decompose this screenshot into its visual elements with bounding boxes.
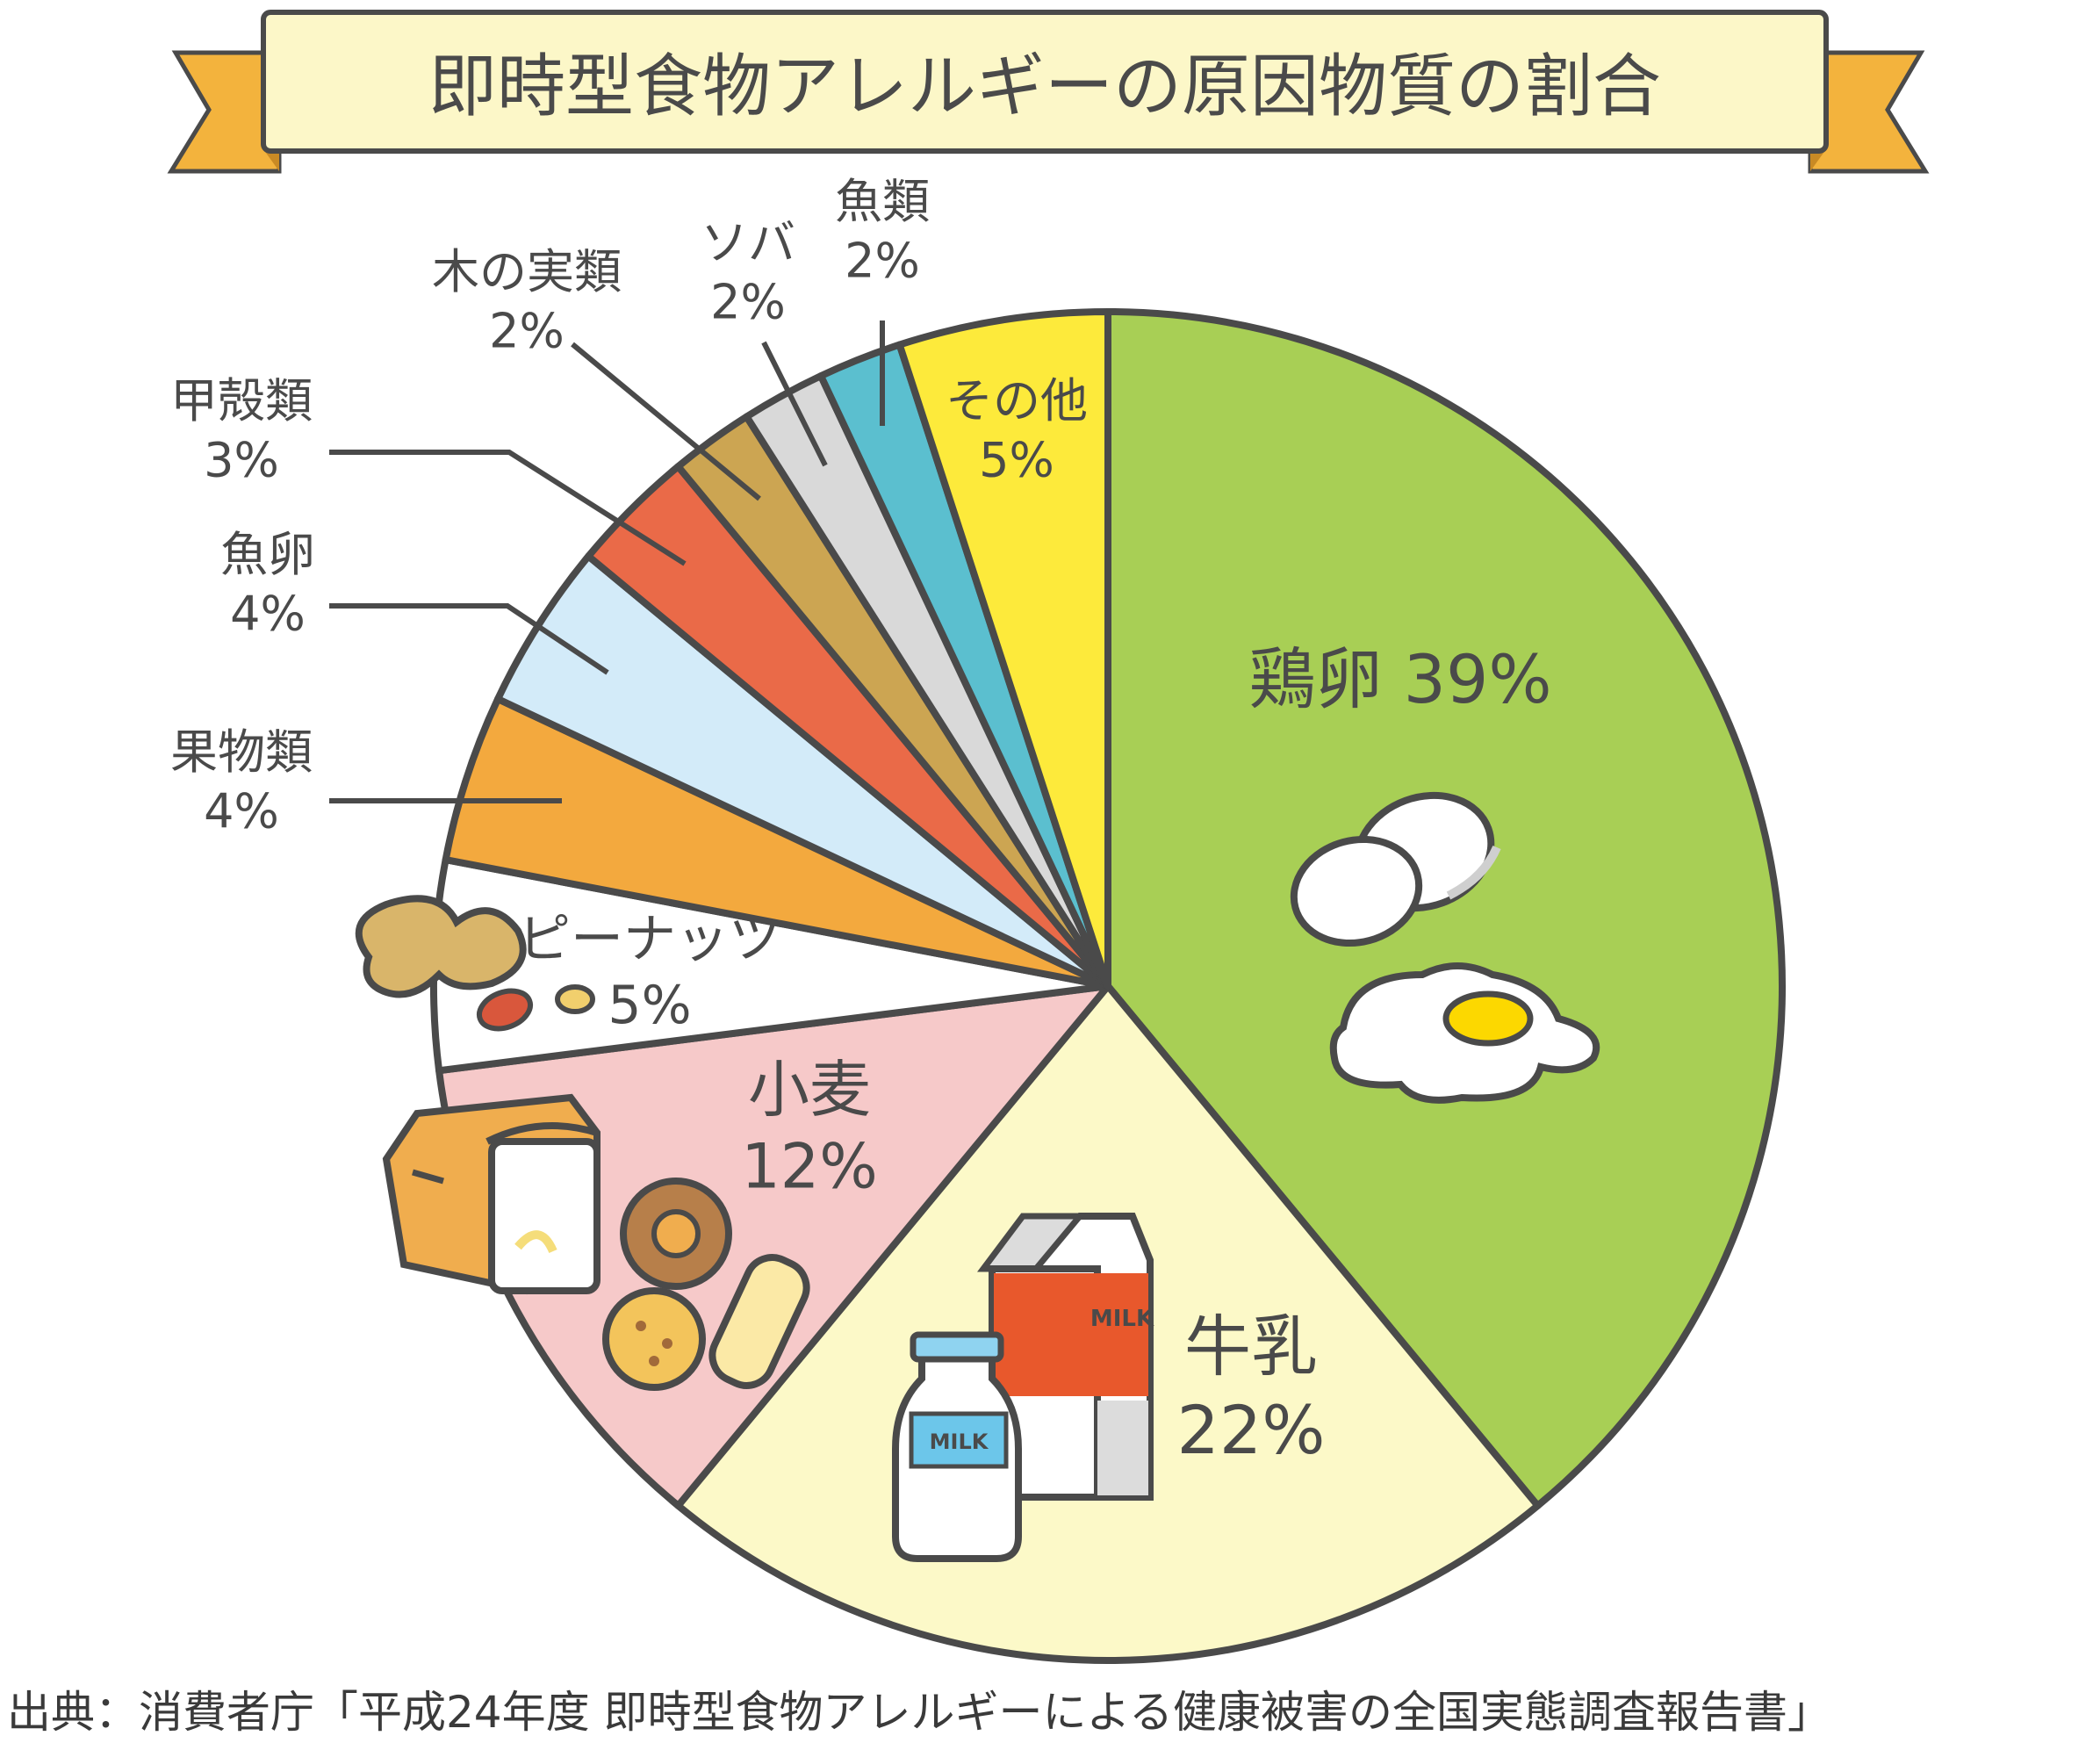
leader-line-8 (761, 341, 828, 467)
slice-label-9: 魚類 (835, 174, 930, 229)
slice-label-2: 小麦 (748, 1054, 871, 1126)
slice-label-3: ピーナッツ (518, 909, 781, 970)
milk-carton-icon: MILK (977, 1213, 1154, 1501)
slice-value-9: 2% (845, 234, 920, 289)
slice-label-7: 木の実類 (432, 244, 622, 299)
slice-label-6: 甲殻類 (170, 373, 313, 429)
slice-label-1: 牛乳 (1184, 1307, 1318, 1386)
title-ribbon: 即時型食物アレルギーの原因物質の割合 (167, 10, 1930, 174)
slice-value-8: 2% (710, 275, 786, 330)
leader-line-6 (329, 450, 687, 566)
leader-lines (329, 321, 885, 803)
slice-value-4: 4% (204, 784, 279, 839)
slice-label-8: ソバ (701, 215, 795, 270)
cookie-icon (602, 1178, 732, 1391)
chart-title: 即時型食物アレルギーの原因物質の割合 (428, 47, 1661, 126)
pie-slice-10 (895, 308, 1111, 990)
slice-value-10: 5% (979, 433, 1054, 488)
source-note: 出典：消費者庁「平成24年度 即時型食物アレルギーによる健康被害の全国実態調査報… (7, 1687, 1832, 1738)
slice-label-10: その他 (946, 373, 1088, 429)
slice-value-3: 5% (608, 975, 691, 1036)
milk-bottle-icon: MILK (892, 1331, 1022, 1562)
slice-value-6: 3% (204, 433, 279, 488)
slice-label-0: 鶏卵 39% (1248, 640, 1551, 718)
svg-text:MILK: MILK (1090, 1306, 1154, 1332)
fried-egg-icon (1329, 962, 1600, 1104)
svg-text:MILK: MILK (930, 1430, 989, 1454)
slice-labels: 鶏卵 39%牛乳22%小麦12%ピーナッツ5%果物類4%魚卵4%甲殻類3%木の実… (170, 174, 1552, 1469)
slice-value-2: 12% (741, 1131, 878, 1203)
pie-slice-0 (1104, 308, 1786, 1509)
bread-icon (382, 1093, 601, 1295)
biscuit-icon (708, 1254, 810, 1389)
slice-value-5: 4% (230, 587, 306, 642)
slice-value-1: 22% (1177, 1391, 1326, 1469)
leader-line-5 (329, 603, 609, 675)
eggs-icon (1290, 791, 1501, 947)
slice-value-7: 2% (489, 304, 565, 359)
slice-label-4: 果物類 (170, 724, 313, 780)
leader-line-7 (571, 342, 761, 501)
peanut-icon (355, 895, 595, 1032)
slice-label-5: 魚卵 (220, 527, 315, 582)
